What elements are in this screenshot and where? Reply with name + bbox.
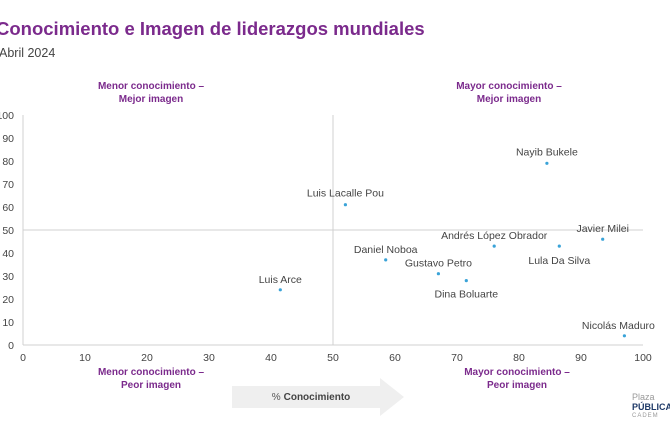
y-tick-label: 10 bbox=[2, 317, 14, 329]
x-tick-label: 30 bbox=[203, 352, 215, 364]
data-point-label: Luis Arce bbox=[259, 274, 302, 286]
x-tick-label: 70 bbox=[451, 352, 463, 364]
arrow-shape bbox=[232, 378, 404, 416]
data-point-label: Luis Lacalle Pou bbox=[307, 188, 384, 200]
x-tick-label: 0 bbox=[20, 352, 26, 364]
quadrant-label-line: Mayor conocimiento – bbox=[456, 81, 562, 92]
x-axis-arrow: % Conocimiento bbox=[232, 378, 404, 416]
logo-line: CADEM bbox=[632, 413, 659, 419]
y-tick-label: 90 bbox=[2, 133, 14, 145]
brand-logo: Plaza PÚBLICA CADEM bbox=[632, 392, 670, 428]
x-tick-label: 40 bbox=[265, 352, 277, 364]
quadrant-label-line: Mejor imagen bbox=[476, 94, 542, 105]
quadrant-label-top-right: Mayor conocimiento – Mejor imagen bbox=[424, 80, 594, 106]
y-tick-label: 70 bbox=[2, 179, 14, 191]
y-tick-label: 100 bbox=[0, 110, 14, 122]
x-tick-label: 50 bbox=[327, 352, 339, 364]
logo-line: Plaza bbox=[632, 392, 655, 402]
data-point bbox=[557, 244, 561, 248]
quadrant-label-bottom-left: Menor conocimiento – Peor imagen bbox=[66, 366, 236, 392]
chart-subtitle: Abril 2024 bbox=[0, 46, 56, 60]
x-tick-label: 10 bbox=[79, 352, 91, 364]
data-point-label: Daniel Noboa bbox=[354, 244, 418, 256]
data-point bbox=[545, 161, 549, 165]
quadrant-label-bottom-right: Mayor conocimiento – Peor imagen bbox=[432, 366, 602, 392]
quadrant-label-line: Menor conocimiento – bbox=[97, 81, 205, 92]
quadrant-label-line: Peor imagen bbox=[120, 380, 182, 391]
quadrant-label-line: Peor imagen bbox=[486, 380, 548, 391]
y-tick-label: 50 bbox=[2, 225, 14, 237]
x-axis-arrow-label: % Conocimiento bbox=[232, 378, 390, 416]
x-tick-label: 90 bbox=[575, 352, 587, 364]
data-point bbox=[343, 203, 347, 207]
quadrant-label-line: Mejor imagen bbox=[118, 94, 184, 105]
data-point-label: Dina Boluarte bbox=[434, 289, 498, 301]
data-point bbox=[384, 258, 388, 262]
quadrant-label-top-left: Menor conocimiento – Mejor imagen bbox=[66, 80, 236, 106]
data-point bbox=[601, 237, 605, 241]
x-tick-label: 80 bbox=[513, 352, 525, 364]
data-point-label: Javier Milei bbox=[576, 223, 629, 235]
data-point bbox=[492, 244, 496, 248]
y-tick-label: 80 bbox=[2, 156, 14, 168]
data-point bbox=[464, 279, 468, 283]
data-point-label: Nicolás Maduro bbox=[582, 320, 655, 332]
x-axis-arrow-text: Conocimiento bbox=[283, 391, 351, 403]
y-tick-label: 20 bbox=[2, 294, 14, 306]
y-tick-label: 0 bbox=[8, 340, 14, 352]
y-tick-label: 40 bbox=[2, 248, 14, 260]
quadrant-label-line: Mayor conocimiento – bbox=[464, 367, 570, 378]
logo-line: PÚBLICA bbox=[632, 402, 670, 412]
data-point-label: Lula Da Silva bbox=[528, 255, 590, 267]
x-tick-label: 60 bbox=[389, 352, 401, 364]
data-point-label: Andrés López Obrador bbox=[441, 230, 548, 242]
y-tick-label: 30 bbox=[2, 271, 14, 283]
quadrant-label-line: Menor conocimiento – bbox=[97, 367, 205, 378]
data-point-label: Nayib Bukele bbox=[516, 146, 578, 158]
x-axis-arrow-prefix: % bbox=[271, 391, 281, 403]
x-tick-label: 20 bbox=[141, 352, 153, 364]
data-point bbox=[278, 288, 282, 292]
chart-title: Conocimiento e Imagen de liderazgos mund… bbox=[0, 18, 425, 39]
data-point bbox=[436, 272, 440, 276]
data-point bbox=[622, 334, 627, 338]
data-point-label: Gustavo Petro bbox=[405, 258, 472, 270]
x-tick-label: 100 bbox=[634, 352, 652, 364]
y-tick-label: 60 bbox=[2, 202, 14, 214]
